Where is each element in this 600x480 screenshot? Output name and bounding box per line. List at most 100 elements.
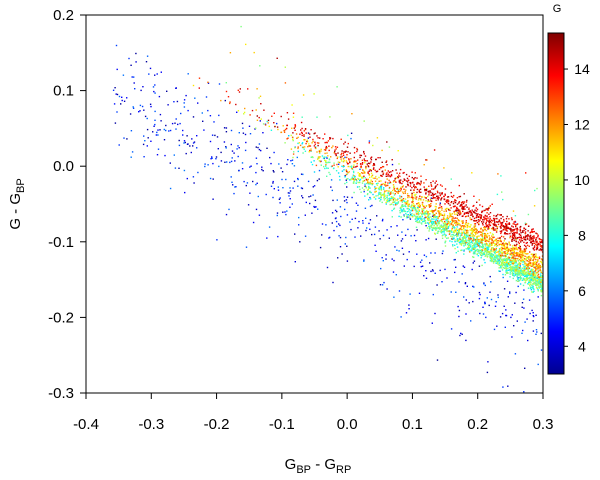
data-point (187, 143, 189, 145)
data-point (457, 235, 459, 237)
data-point (449, 212, 451, 214)
data-point (515, 236, 517, 239)
data-point (527, 238, 529, 240)
data-point (490, 251, 492, 253)
data-point (509, 273, 511, 275)
data-point (285, 213, 287, 216)
data-point (409, 217, 411, 219)
data-point (226, 161, 228, 163)
data-point (492, 250, 494, 253)
data-point (349, 221, 351, 223)
data-point (477, 255, 479, 257)
data-point (537, 275, 539, 277)
data-point (516, 252, 519, 254)
data-point (383, 197, 385, 199)
data-point (525, 247, 528, 249)
data-point (368, 173, 370, 175)
data-point (383, 199, 386, 201)
data-point (504, 258, 507, 260)
data-point (524, 271, 527, 273)
data-point (123, 100, 126, 102)
data-point (318, 150, 321, 153)
data-point (503, 258, 505, 260)
data-point (337, 172, 340, 174)
data-point (505, 261, 508, 264)
data-point (157, 134, 159, 136)
data-point (409, 214, 411, 217)
data-point (533, 245, 536, 247)
data-point (393, 296, 395, 298)
data-point (523, 269, 526, 271)
data-point (406, 214, 408, 216)
data-point (424, 211, 427, 213)
data-point (331, 165, 333, 167)
data-point (541, 251, 543, 253)
data-point (505, 249, 508, 252)
data-point (478, 297, 481, 300)
data-point (212, 178, 214, 180)
data-point (384, 181, 387, 183)
data-point (458, 214, 461, 216)
data-point (397, 191, 399, 193)
data-point (537, 266, 540, 269)
data-point (536, 240, 538, 242)
data-point (438, 212, 440, 214)
data-point (467, 234, 470, 236)
data-point (464, 243, 467, 245)
data-point (437, 227, 440, 229)
data-point (435, 229, 437, 231)
data-point (521, 254, 523, 257)
data-point (503, 267, 506, 269)
data-point (472, 238, 475, 240)
data-point (440, 219, 442, 222)
data-point (451, 215, 453, 218)
data-point (537, 236, 539, 238)
data-point (506, 215, 508, 218)
data-point (302, 146, 304, 148)
data-point (301, 195, 303, 197)
data-point (534, 275, 536, 278)
data-point (465, 234, 468, 237)
data-point (480, 246, 483, 248)
data-point (258, 148, 261, 151)
data-point (491, 239, 493, 242)
data-point (144, 140, 146, 142)
data-point (364, 183, 366, 185)
data-point (440, 212, 442, 215)
data-point (533, 270, 535, 272)
data-point (516, 320, 518, 322)
data-point (538, 257, 541, 260)
data-point (176, 100, 179, 103)
data-point (270, 129, 273, 131)
data-point (333, 162, 335, 164)
data-point (396, 203, 398, 205)
data-point (231, 181, 233, 183)
data-point (336, 210, 338, 213)
data-point (406, 183, 409, 185)
data-point (343, 143, 345, 145)
data-point (504, 238, 506, 240)
data-point (133, 82, 135, 84)
data-point (393, 185, 395, 188)
y-tick-label: -0.1 (48, 234, 74, 251)
data-point (469, 239, 471, 241)
data-point (493, 260, 496, 263)
data-point (461, 201, 464, 203)
data-point (517, 273, 519, 275)
data-point (528, 239, 531, 241)
x-tick-label: -0.4 (73, 416, 99, 433)
data-point (359, 154, 361, 156)
data-point (458, 196, 460, 198)
data-point (270, 185, 273, 187)
data-point (329, 138, 331, 140)
data-point (443, 195, 445, 198)
data-point (477, 238, 479, 241)
data-point (387, 198, 389, 200)
data-point (497, 242, 499, 244)
data-point (519, 263, 521, 265)
data-point (363, 179, 366, 182)
data-point (432, 222, 435, 225)
data-point (395, 204, 397, 206)
data-point (273, 122, 275, 124)
data-point (361, 163, 364, 165)
